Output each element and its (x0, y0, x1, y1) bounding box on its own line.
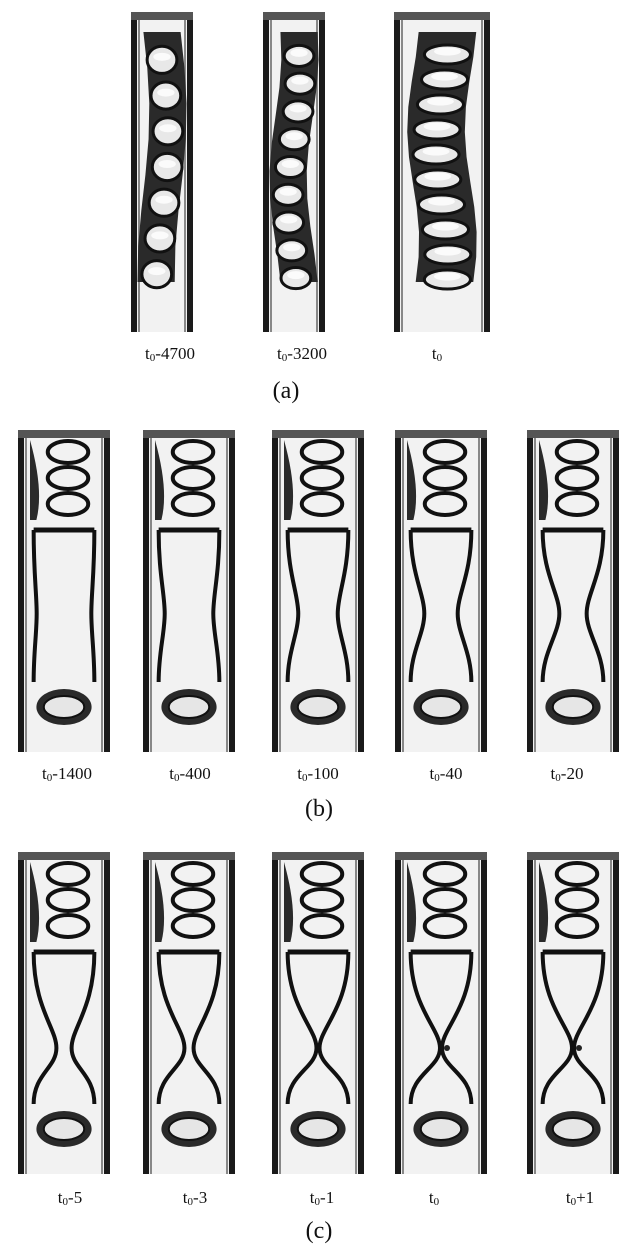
image-frame (394, 12, 490, 332)
time-caption: t0-100 (297, 764, 339, 784)
time-caption: t0-20 (550, 764, 584, 784)
panel-label: (b) (305, 796, 333, 822)
image-frame (395, 430, 487, 752)
time-caption: t0-400 (169, 764, 211, 784)
image-frame (143, 852, 235, 1174)
image-frame (131, 12, 193, 332)
time-caption: t0 (431, 344, 443, 364)
panel-label: (a) (272, 378, 300, 404)
image-frame (18, 852, 110, 1174)
time-caption: t0-1400 (42, 764, 92, 784)
time-caption: t0 (428, 1188, 440, 1208)
time-caption: t0-40 (429, 764, 463, 784)
time-caption: t0-5 (57, 1188, 83, 1208)
image-frame (143, 430, 235, 752)
time-caption: t0+1 (565, 1188, 595, 1208)
time-caption: t0-3 (182, 1188, 208, 1208)
image-frame (272, 852, 364, 1174)
time-caption: t0-4700 (145, 344, 195, 364)
panel-label: (c) (305, 1218, 333, 1244)
image-frame (272, 430, 364, 752)
image-frame (263, 12, 325, 332)
image-frame (527, 430, 619, 752)
image-frame (18, 430, 110, 752)
time-caption: t0-1 (309, 1188, 335, 1208)
image-frame (527, 852, 619, 1174)
time-caption: t0-3200 (277, 344, 327, 364)
image-frame (395, 852, 487, 1174)
